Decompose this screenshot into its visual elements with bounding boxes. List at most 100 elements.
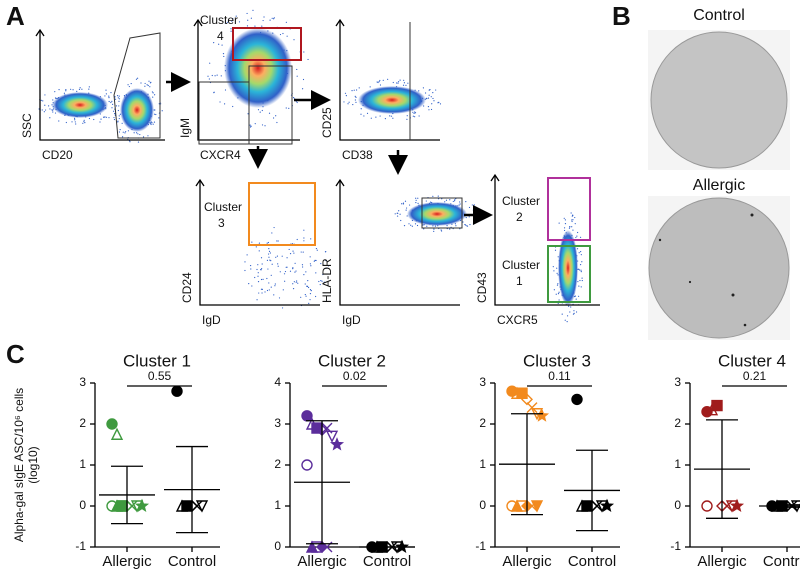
event	[275, 115, 277, 117]
p-value: 0.21	[743, 369, 767, 383]
point	[516, 387, 528, 399]
y-axis-label: (log10)	[26, 446, 40, 483]
event	[218, 43, 220, 45]
event	[423, 228, 425, 230]
event	[555, 293, 557, 295]
point	[721, 500, 733, 512]
event	[578, 269, 581, 271]
event	[360, 113, 362, 115]
event	[309, 299, 311, 301]
event	[136, 77, 139, 79]
event	[322, 273, 324, 276]
event	[316, 249, 318, 251]
event	[115, 105, 118, 107]
event	[566, 315, 569, 317]
event	[266, 259, 269, 262]
event	[552, 266, 554, 268]
event	[558, 299, 560, 301]
point	[171, 385, 183, 397]
event	[289, 253, 292, 255]
point	[534, 408, 550, 422]
event	[363, 115, 365, 117]
event	[369, 86, 371, 88]
event	[376, 81, 378, 83]
event	[261, 288, 263, 290]
point	[701, 500, 713, 512]
event	[209, 62, 211, 64]
event	[108, 95, 110, 97]
event	[355, 89, 358, 91]
event	[274, 285, 276, 287]
density	[358, 86, 426, 114]
event	[295, 281, 297, 283]
event	[576, 248, 579, 250]
event	[571, 220, 573, 223]
event	[40, 99, 42, 101]
y-tick-label: 1	[274, 498, 281, 512]
axis-arrow	[490, 173, 500, 182]
event	[137, 133, 139, 135]
event	[404, 200, 407, 202]
event	[110, 92, 112, 94]
event	[269, 19, 271, 21]
event	[224, 89, 227, 91]
event	[267, 241, 270, 244]
event	[437, 102, 439, 104]
axis	[494, 175, 600, 306]
event	[213, 42, 215, 44]
event	[118, 115, 120, 117]
event	[468, 206, 471, 209]
event	[301, 266, 304, 268]
event	[223, 55, 225, 58]
event	[396, 215, 399, 217]
event	[433, 100, 435, 102]
event	[152, 96, 154, 98]
event	[397, 82, 399, 84]
event	[146, 84, 148, 86]
flow-plot: CD20 SSC	[20, 28, 165, 162]
y-tick-label: 2	[274, 457, 281, 471]
event	[275, 256, 277, 258]
event	[379, 79, 381, 82]
event	[235, 15, 237, 17]
point	[530, 500, 544, 513]
event	[285, 21, 287, 23]
event	[271, 263, 273, 265]
x-axis-label: CXCR4	[200, 148, 241, 162]
event	[270, 274, 272, 276]
event	[416, 224, 419, 227]
event	[293, 281, 295, 283]
event	[308, 302, 310, 304]
event	[254, 276, 256, 279]
arrows	[166, 72, 493, 225]
event	[149, 82, 151, 84]
y-axis-label: HLA-DR	[320, 258, 334, 303]
event	[558, 291, 560, 293]
event	[84, 122, 86, 124]
axis-arrow	[35, 28, 45, 37]
event	[577, 231, 579, 234]
event	[572, 219, 574, 221]
x-tick-label: Control	[363, 553, 411, 570]
x-tick-label: Allergic	[102, 553, 152, 570]
event	[415, 197, 417, 199]
event	[397, 212, 399, 214]
event	[392, 117, 394, 119]
event	[323, 281, 325, 283]
event	[414, 111, 416, 113]
event	[268, 112, 271, 114]
gate-label: 4	[217, 29, 224, 43]
event	[417, 202, 419, 204]
event	[430, 96, 432, 98]
event	[557, 302, 559, 304]
y-tick-label: 3	[274, 416, 281, 430]
event	[571, 219, 573, 221]
event	[93, 118, 95, 121]
event	[88, 117, 91, 120]
flow-plot: IgD HLA-DR	[320, 178, 478, 327]
event	[379, 84, 382, 86]
y-tick-label: 2	[479, 416, 486, 430]
event	[412, 111, 414, 113]
error-bar	[111, 465, 143, 525]
event	[310, 238, 312, 240]
